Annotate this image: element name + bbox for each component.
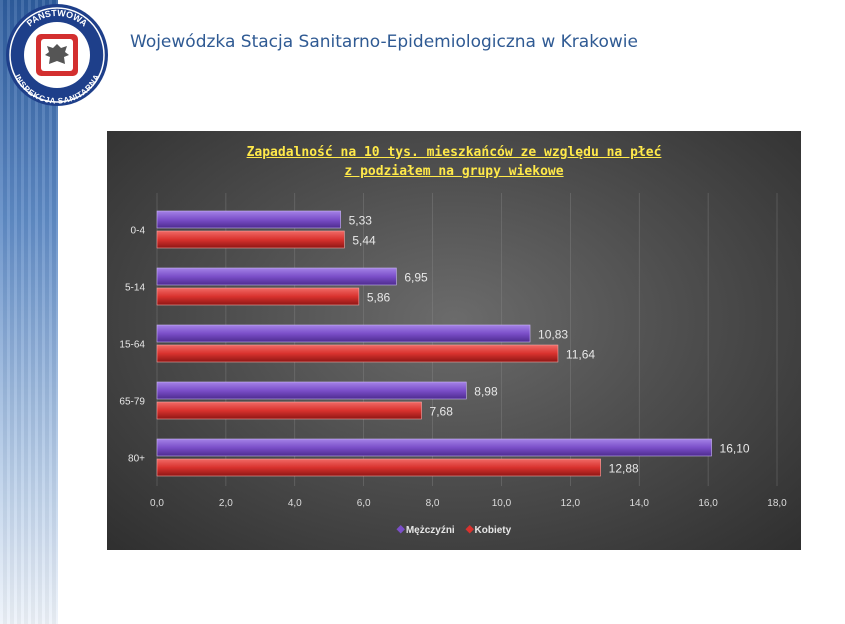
bar-men — [156, 210, 341, 229]
chart-title-line-1: Zapadalność na 10 tys. mieszkańców ze wz… — [246, 145, 662, 160]
bar-value-label-women: 11,64 — [566, 348, 595, 362]
chart-legend: Mężczyźni Kobiety — [107, 525, 801, 536]
y-category-label: 80+ — [128, 454, 145, 465]
bar-men — [156, 381, 467, 400]
x-tick-label: 14,0 — [629, 498, 649, 509]
bar-value-label-women: 12,88 — [609, 462, 639, 476]
y-category-label: 5-14 — [125, 283, 145, 294]
x-tick-label: 12,0 — [561, 498, 581, 509]
bar-value-label-men: 10,83 — [538, 328, 568, 342]
x-tick-label: 0,0 — [150, 498, 164, 509]
x-tick-label: 8,0 — [426, 498, 440, 509]
legend-label-women: Kobiety — [474, 525, 512, 536]
bar-value-label-men: 16,10 — [720, 442, 750, 456]
chart-panel: Zapadalność na 10 tys. mieszkańców ze wz… — [107, 131, 801, 550]
bar-men — [156, 324, 531, 343]
y-category-label: 65-79 — [119, 397, 145, 408]
legend-label-men: Mężczyźni — [405, 525, 455, 536]
bar-value-label-women: 7,68 — [430, 405, 454, 419]
x-tick-label: 10,0 — [492, 498, 512, 509]
x-tick-label: 2,0 — [219, 498, 233, 509]
x-tick-label: 4,0 — [288, 498, 302, 509]
bar-value-label-men: 5,33 — [349, 214, 373, 228]
legend-item-men: Mężczyźni — [396, 525, 455, 536]
legend-swatch-women — [464, 525, 474, 534]
bar-women — [156, 344, 559, 363]
page-title: Wojewódzka Stacja Sanitarno-Epidemiologi… — [130, 32, 638, 52]
x-tick-label: 18,0 — [767, 498, 787, 509]
sanitary-inspection-logo: PAŃSTWOWA INSPEKCJA SANITARNA — [6, 4, 108, 106]
bar-women — [156, 287, 360, 306]
chart-title-line-2: z podziałem na grupy wiekowe — [344, 164, 564, 179]
bar-women — [156, 401, 422, 420]
bar-women — [156, 230, 345, 249]
bar-value-label-women: 5,86 — [367, 291, 391, 305]
legend-item-women: Kobiety — [464, 525, 512, 536]
bar-value-label-men: 8,98 — [474, 385, 498, 399]
legend-swatch-men — [396, 525, 405, 534]
x-tick-label: 16,0 — [698, 498, 718, 509]
bar-chart: 0,0 2,0 4,0 6,0 8,0 10,0 12,0 14,0 16,0 18,0 0-4 5,… — [119, 193, 787, 509]
bar-men — [156, 267, 397, 286]
bar-value-label-women: 5,44 — [352, 234, 376, 248]
chart-title: Zapadalność na 10 tys. mieszkańców ze wz… — [107, 143, 801, 181]
y-category-label: 0-4 — [131, 226, 146, 237]
x-tick-label: 6,0 — [357, 498, 371, 509]
bar-women — [156, 458, 601, 477]
bar-value-label-men: 6,95 — [404, 271, 428, 285]
bar-men — [156, 438, 712, 457]
y-category-label: 15-64 — [119, 340, 145, 351]
